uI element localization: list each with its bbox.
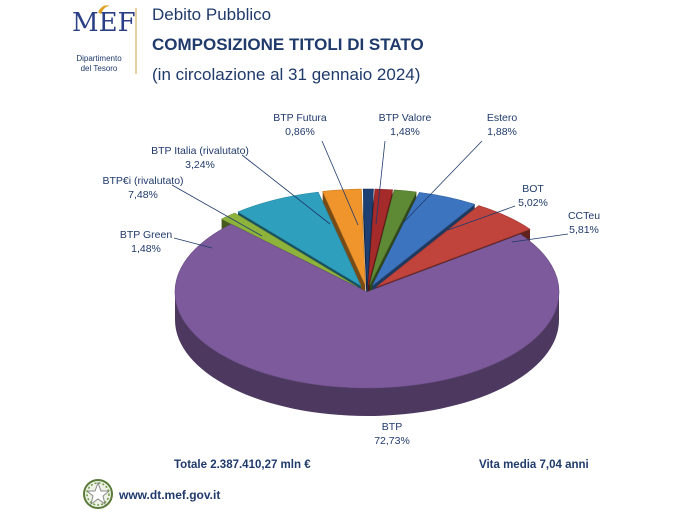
italy-emblem-icon <box>83 479 113 509</box>
subtitle: Debito Pubblico <box>152 5 271 24</box>
data-value-btp-futura: 0,86% <box>285 126 315 138</box>
pie-slice-top <box>362 188 374 286</box>
data-label-ccteu: CCTeu <box>568 210 600 222</box>
data-value-btp: 72,73% <box>374 435 410 447</box>
footer-website[interactable]: www.dt.mef.gov.it <box>118 488 220 502</box>
data-value-bot: 5,02% <box>518 197 548 209</box>
leader-line-btp-green <box>173 237 213 249</box>
data-label-btp-i-rivalutato: BTP€i (rivalutato) <box>102 175 183 187</box>
data-value-estero: 1,88% <box>487 126 517 138</box>
leader-line-btp-futura <box>321 140 359 226</box>
data-label-btp: BTP <box>382 421 402 433</box>
data-value-btp-valore: 1,48% <box>390 126 420 138</box>
leader-line-estero <box>401 140 483 225</box>
data-value-btp-italia-rivalutato: 3,24% <box>185 159 215 171</box>
footer-total: Totale 2.387.410,27 mln € <box>174 459 311 471</box>
leader-line-btp-italia-rivalutato <box>241 154 331 225</box>
data-label-estero: Estero <box>487 112 518 124</box>
leader-line-ccteu <box>511 233 569 243</box>
pie-slice-top <box>237 191 362 287</box>
data-label-bot: BOT <box>522 183 544 195</box>
pie-slice-top <box>174 223 560 389</box>
logo-dept-line2: del Tesoro <box>81 64 118 73</box>
data-label-btp-valore: BTP Valore <box>379 112 432 124</box>
pie-slice-top <box>372 192 476 286</box>
pie-slice-wall <box>175 292 559 416</box>
chart-date-note: (in circolazione al 31 gennaio 2024) <box>152 65 420 84</box>
pie-slice-btp <box>174 223 560 416</box>
pie-slice-top <box>220 212 358 288</box>
data-label-btp-futura: BTP Futura <box>273 112 327 124</box>
data-value-btp-green: 1,48% <box>131 243 161 255</box>
pie-slice-top <box>376 205 531 288</box>
leader-line-bot <box>447 205 516 231</box>
footer-avg-life: Vita media 7,04 anni <box>479 459 589 471</box>
pie-chart: BTP 72,73% BTP Green 1,48% BTP€i (rivalutato… <box>102 112 600 447</box>
logo-swoosh-icon <box>98 5 110 14</box>
pie-slice-top <box>322 188 366 286</box>
pie-slice-top <box>367 188 394 286</box>
data-value-ccteu: 5,81% <box>569 224 599 236</box>
data-label-btp-green: BTP Green <box>120 229 172 241</box>
pie-slice-top <box>369 189 417 286</box>
mef-logo: MEF Dipartimento del Tesoro <box>72 5 136 73</box>
mef-logo-text: MEF <box>72 8 136 38</box>
data-value-btp-i-rivalutato: 7,48% <box>128 189 158 201</box>
data-label-btp-italia-rivalutato: BTP Italia (rivalutato) <box>151 145 249 157</box>
logo-dept-line1: Dipartimento <box>76 54 122 63</box>
leader-line-btp-valore <box>375 140 386 225</box>
chart-title: COMPOSIZIONE TITOLI DI STATO <box>152 35 424 54</box>
leader-line-btp-i-rivalutato <box>171 184 263 237</box>
